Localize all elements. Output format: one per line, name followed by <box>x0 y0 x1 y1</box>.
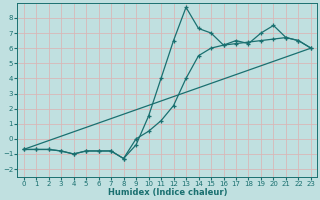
X-axis label: Humidex (Indice chaleur): Humidex (Indice chaleur) <box>108 188 227 197</box>
